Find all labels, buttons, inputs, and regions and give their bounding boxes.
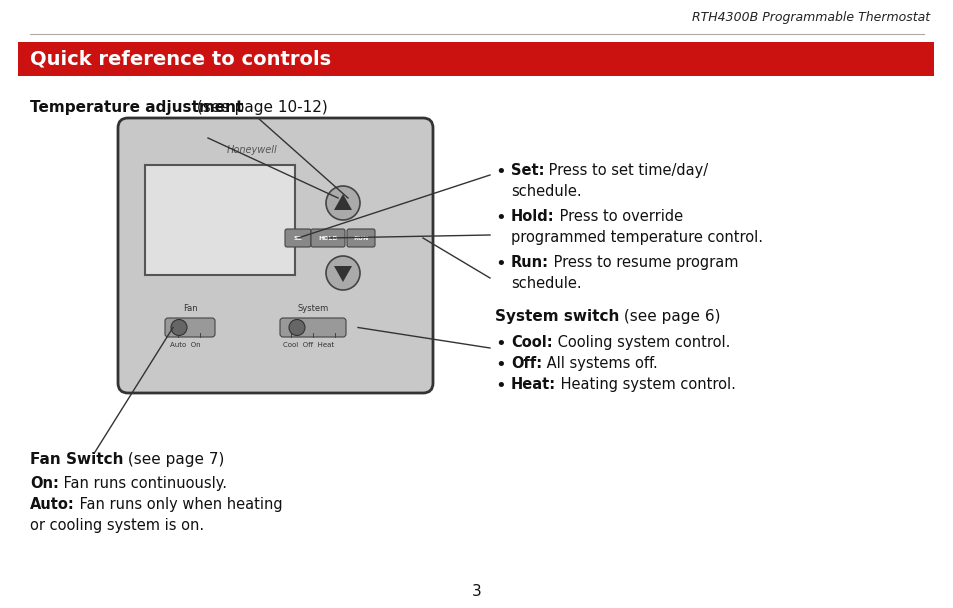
Text: •: • [495,209,505,227]
Text: or cooling system is on.: or cooling system is on. [30,518,204,533]
Text: System: System [297,304,328,313]
Text: Press to resume program: Press to resume program [548,255,738,270]
Circle shape [289,319,305,336]
Circle shape [326,256,359,290]
Polygon shape [334,266,352,282]
Text: Honeywell: Honeywell [226,145,277,155]
FancyBboxPatch shape [145,165,294,275]
Text: SE: SE [294,235,302,241]
Text: Auto  On: Auto On [170,342,200,348]
Text: Press to override: Press to override [554,209,682,224]
Text: Fan: Fan [182,304,197,313]
Text: Set:: Set: [511,163,544,178]
Text: 3: 3 [472,584,481,599]
Text: All systems off.: All systems off. [541,356,658,371]
Text: •: • [495,335,505,353]
Text: RUN: RUN [353,235,368,241]
Text: •: • [495,255,505,273]
FancyBboxPatch shape [118,118,433,393]
Text: schedule.: schedule. [511,184,581,199]
Text: Temperature adjustment: Temperature adjustment [30,100,243,115]
FancyBboxPatch shape [347,229,375,247]
Text: Quick reference to controls: Quick reference to controls [30,49,331,69]
Polygon shape [334,194,352,210]
FancyBboxPatch shape [285,229,311,247]
Circle shape [326,186,359,220]
Text: System switch: System switch [495,309,618,324]
Text: Run:: Run: [511,255,548,270]
FancyBboxPatch shape [311,229,345,247]
Text: Press to set time/day/: Press to set time/day/ [544,163,708,178]
Text: Fan Switch: Fan Switch [30,452,123,467]
Text: Fan runs continuously.: Fan runs continuously. [59,476,227,491]
Text: Heating system control.: Heating system control. [556,377,735,392]
Text: (see page 10-12): (see page 10-12) [192,100,328,115]
Text: Off:: Off: [511,356,541,371]
Text: Cool  Off  Heat: Cool Off Heat [283,342,334,348]
Circle shape [171,319,187,336]
Text: •: • [495,377,505,395]
Text: On:: On: [30,476,59,491]
Text: Cool:: Cool: [511,335,552,350]
Text: Hold:: Hold: [511,209,554,224]
Text: •: • [495,163,505,181]
Text: Fan runs only when heating: Fan runs only when heating [74,497,282,512]
FancyBboxPatch shape [280,318,346,337]
Text: Heat:: Heat: [511,377,556,392]
Text: schedule.: schedule. [511,276,581,291]
Text: (see page 6): (see page 6) [618,309,720,324]
Text: RTH4300B Programmable Thermostat: RTH4300B Programmable Thermostat [691,12,929,24]
FancyBboxPatch shape [165,318,214,337]
Text: •: • [495,356,505,374]
Text: Cooling system control.: Cooling system control. [552,335,729,350]
Text: programmed temperature control.: programmed temperature control. [511,230,762,245]
FancyBboxPatch shape [18,42,933,76]
Text: HOLD: HOLD [317,235,337,241]
Text: Auto:: Auto: [30,497,74,512]
Text: (see page 7): (see page 7) [123,452,225,467]
